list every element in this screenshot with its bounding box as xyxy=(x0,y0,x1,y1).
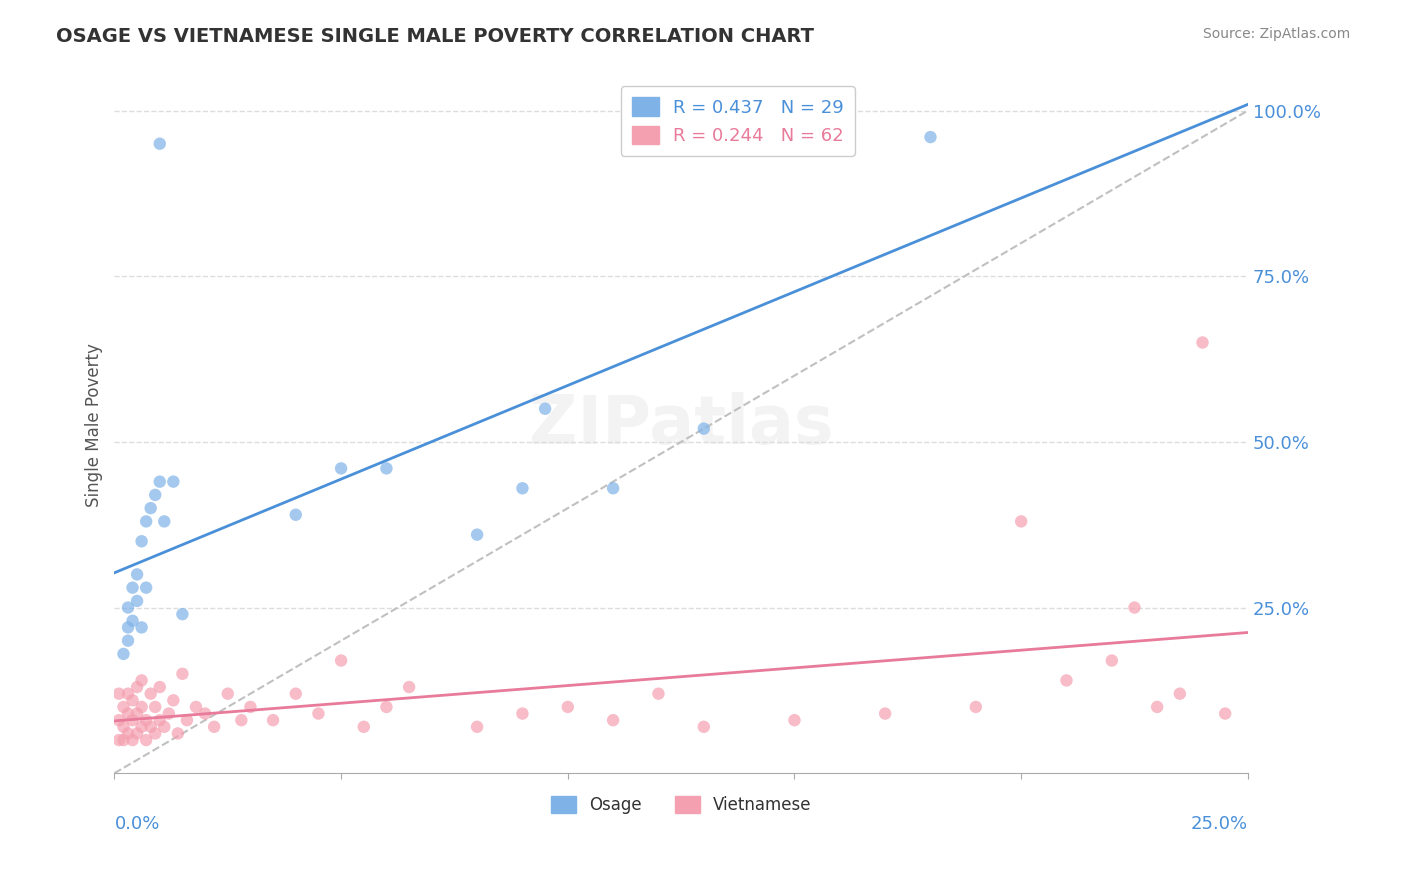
Point xyxy=(783,713,806,727)
Point xyxy=(1010,515,1032,529)
Point xyxy=(131,720,153,734)
Text: 25.0%: 25.0% xyxy=(1191,815,1249,833)
Point xyxy=(135,713,157,727)
Point xyxy=(398,680,420,694)
Point xyxy=(1101,654,1123,668)
Point xyxy=(512,706,534,721)
Point xyxy=(806,130,828,145)
Point xyxy=(217,687,239,701)
Point xyxy=(231,713,253,727)
Point xyxy=(1146,700,1168,714)
Point xyxy=(112,733,135,747)
Point xyxy=(125,706,148,721)
Point xyxy=(131,534,153,549)
Point xyxy=(125,594,148,608)
Point xyxy=(149,475,172,489)
Point xyxy=(920,130,942,145)
Point xyxy=(108,687,131,701)
Point xyxy=(375,700,398,714)
Point xyxy=(125,680,148,694)
Point xyxy=(162,693,184,707)
Point xyxy=(534,401,557,416)
Point xyxy=(149,713,172,727)
Point xyxy=(108,733,131,747)
Point xyxy=(172,666,194,681)
Point xyxy=(172,607,194,622)
Point xyxy=(512,481,534,495)
Point xyxy=(125,567,148,582)
Point xyxy=(112,647,135,661)
Point xyxy=(112,720,135,734)
Point xyxy=(602,713,624,727)
Point xyxy=(1213,706,1236,721)
Point xyxy=(1168,687,1191,701)
Point xyxy=(139,687,162,701)
Point xyxy=(284,687,307,701)
Point xyxy=(117,726,139,740)
Point xyxy=(143,726,166,740)
Point xyxy=(108,713,131,727)
Point xyxy=(135,581,157,595)
Point xyxy=(602,481,624,495)
Point xyxy=(693,720,716,734)
Point xyxy=(121,733,143,747)
Point xyxy=(139,720,162,734)
Point xyxy=(330,461,353,475)
Point xyxy=(353,720,375,734)
Point xyxy=(557,700,579,714)
Point xyxy=(194,706,217,721)
Text: ZIPatlas: ZIPatlas xyxy=(529,392,834,458)
Point xyxy=(131,620,153,634)
Point xyxy=(647,687,669,701)
Point xyxy=(1191,335,1213,350)
Point xyxy=(117,600,139,615)
Point xyxy=(184,700,207,714)
Text: Source: ZipAtlas.com: Source: ZipAtlas.com xyxy=(1202,27,1350,41)
Point xyxy=(117,620,139,634)
Point xyxy=(135,515,157,529)
Point xyxy=(125,726,148,740)
Point xyxy=(149,136,172,151)
Point xyxy=(139,501,162,516)
Text: OSAGE VS VIETNAMESE SINGLE MALE POVERTY CORRELATION CHART: OSAGE VS VIETNAMESE SINGLE MALE POVERTY … xyxy=(56,27,814,45)
Point xyxy=(375,461,398,475)
Point xyxy=(465,720,488,734)
Point xyxy=(112,700,135,714)
Point xyxy=(149,680,172,694)
Point xyxy=(965,700,987,714)
Point xyxy=(131,673,153,688)
Point xyxy=(153,515,176,529)
Point xyxy=(117,633,139,648)
Point xyxy=(135,733,157,747)
Point xyxy=(465,527,488,541)
Point xyxy=(153,720,176,734)
Point xyxy=(117,687,139,701)
Point xyxy=(1056,673,1078,688)
Point xyxy=(121,693,143,707)
Y-axis label: Single Male Poverty: Single Male Poverty xyxy=(86,343,103,508)
Point xyxy=(1123,600,1146,615)
Point xyxy=(143,700,166,714)
Point xyxy=(284,508,307,522)
Point xyxy=(121,614,143,628)
Point xyxy=(330,654,353,668)
Legend: Osage, Vietnamese: Osage, Vietnamese xyxy=(544,789,818,821)
Point xyxy=(693,422,716,436)
Text: 0.0%: 0.0% xyxy=(114,815,160,833)
Point xyxy=(117,706,139,721)
Point xyxy=(157,706,180,721)
Point xyxy=(875,706,897,721)
Point xyxy=(239,700,262,714)
Point xyxy=(307,706,329,721)
Point xyxy=(121,581,143,595)
Point xyxy=(162,475,184,489)
Point xyxy=(262,713,284,727)
Point xyxy=(176,713,198,727)
Point xyxy=(131,700,153,714)
Point xyxy=(202,720,225,734)
Point xyxy=(143,488,166,502)
Point xyxy=(167,726,190,740)
Point xyxy=(121,713,143,727)
